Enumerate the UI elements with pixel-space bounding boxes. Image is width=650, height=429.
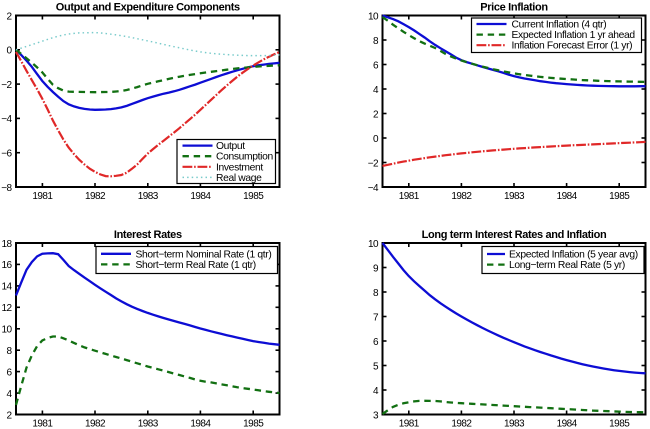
svg-text:Short−term Real Rate (1 qtr): Short−term Real Rate (1 qtr) [136,260,256,271]
svg-text:8: 8 [373,36,379,47]
svg-text:4: 4 [6,389,12,400]
svg-text:−6: −6 [1,149,12,160]
svg-text:0: 0 [373,134,379,145]
svg-text:1982: 1982 [85,191,106,202]
svg-text:1984: 1984 [557,191,578,202]
svg-text:−4: −4 [368,183,379,194]
svg-text:Interest Rates: Interest Rates [114,229,182,241]
svg-text:1985: 1985 [609,419,630,429]
svg-text:1982: 1982 [451,419,472,429]
svg-text:1983: 1983 [138,191,159,202]
svg-text:1983: 1983 [504,419,525,429]
svg-text:2: 2 [6,11,12,22]
svg-text:6: 6 [373,337,379,348]
svg-text:14: 14 [1,282,12,293]
svg-text:−4: −4 [1,114,12,125]
svg-text:2: 2 [6,410,12,421]
svg-text:6: 6 [373,60,379,71]
svg-text:7: 7 [373,312,379,323]
svg-text:1983: 1983 [138,419,159,429]
svg-text:−2: −2 [368,158,379,169]
svg-text:8: 8 [6,346,12,357]
svg-text:Expected Inflation (5 year avg: Expected Inflation (5 year avg) [509,250,638,261]
svg-text:1982: 1982 [451,191,472,202]
svg-text:1981: 1981 [399,191,420,202]
svg-text:Output and Expenditure Compone: Output and Expenditure Components [56,2,240,14]
svg-text:0: 0 [6,46,12,57]
svg-text:12: 12 [1,303,12,314]
svg-text:1985: 1985 [243,191,264,202]
svg-text:10: 10 [1,325,12,336]
svg-text:18: 18 [1,239,12,250]
svg-text:1985: 1985 [609,191,630,202]
svg-text:Short−term Nominal Rate (1 qtr: Short−term Nominal Rate (1 qtr) [136,249,272,260]
svg-text:1984: 1984 [190,419,211,429]
svg-text:1981: 1981 [32,419,53,429]
svg-text:16: 16 [1,260,12,271]
svg-text:1981: 1981 [32,191,53,202]
svg-text:Current Inflation (4 qtr): Current Inflation (4 qtr) [512,20,607,31]
svg-text:5: 5 [373,361,379,372]
svg-text:−2: −2 [1,80,12,91]
svg-text:8: 8 [373,288,379,299]
svg-text:−8: −8 [1,183,12,194]
svg-text:Expected Inflation 1 yr ahead: Expected Inflation 1 yr ahead [512,30,636,41]
svg-text:1981: 1981 [399,419,420,429]
svg-text:4: 4 [373,386,379,397]
svg-text:Output: Output [216,141,245,152]
svg-text:Long−term Real Rate (5 yr): Long−term Real Rate (5 yr) [509,260,625,271]
svg-text:10: 10 [368,11,379,22]
svg-text:6: 6 [6,367,12,378]
svg-text:Long term Interest Rates and I: Long term Interest Rates and Inflation [422,229,607,241]
svg-text:2: 2 [373,109,379,120]
svg-text:4: 4 [373,85,379,96]
svg-text:Real wage: Real wage [216,173,262,184]
svg-text:3: 3 [373,410,379,421]
svg-text:Price Inflation: Price Inflation [480,2,548,14]
svg-text:10: 10 [368,239,379,250]
svg-text:Consumption: Consumption [216,152,273,163]
svg-text:Inflation Forecast Error (1 yr: Inflation Forecast Error (1 yr) [512,41,633,52]
svg-text:1985: 1985 [243,419,264,429]
svg-text:1984: 1984 [190,191,211,202]
svg-text:9: 9 [373,263,379,274]
svg-text:Investment: Investment [216,162,263,173]
svg-text:1984: 1984 [557,419,578,429]
svg-text:1983: 1983 [504,191,525,202]
svg-text:1982: 1982 [85,419,106,429]
